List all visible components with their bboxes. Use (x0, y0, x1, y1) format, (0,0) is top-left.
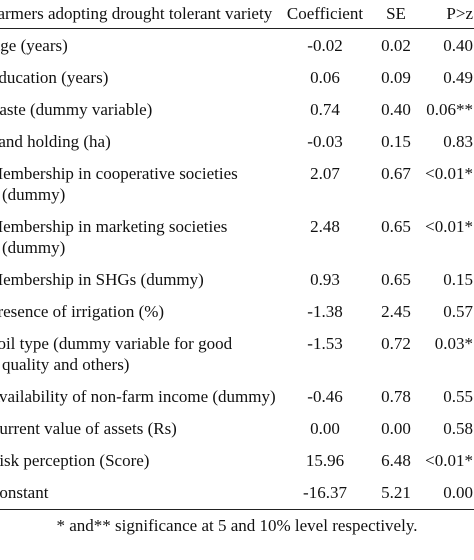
row-p-value: <0.01* (425, 451, 473, 470)
regression-table: Farmers adopting drought tolerant variet… (0, 0, 474, 510)
row-se: 0.40 (381, 100, 411, 119)
table-row: Membership in marketing societies (dummy… (0, 210, 474, 263)
row-p-value: 0.06** (426, 100, 473, 119)
row-coefficient: -0.46 (307, 387, 343, 406)
row-variable: Membership in marketing societies (dummy… (0, 217, 228, 257)
row-p-value: 0.55 (443, 387, 473, 406)
row-coefficient: -16.37 (303, 483, 347, 502)
row-variable: Constant (0, 483, 49, 502)
row-se: 6.48 (381, 451, 411, 470)
row-variable: Risk perception (Score) (0, 451, 150, 470)
row-p-value: 0.58 (443, 419, 473, 438)
row-coefficient: 0.06 (310, 68, 340, 87)
row-variable: Availability of non-farm income (dummy) (0, 387, 276, 406)
row-variable: Education (years) (0, 68, 109, 87)
row-se: 0.02 (381, 36, 411, 55)
table-row: Soil type (dummy variable for good quali… (0, 327, 474, 380)
row-variable: Membership in SHGs (dummy) (0, 270, 204, 289)
table-row: Caste (dummy variable) 0.74 0.40 0.06** (0, 93, 474, 125)
row-variable: Current value of assets (Rs) (0, 419, 177, 438)
row-coefficient: -1.38 (307, 302, 343, 321)
row-se: 0.65 (381, 270, 411, 289)
row-p-value: 0.83 (443, 132, 473, 151)
table-row: Age (years) -0.02 0.02 0.40 (0, 29, 474, 62)
row-p-value: <0.01* (425, 164, 473, 183)
row-se: 2.45 (381, 302, 411, 321)
row-coefficient: 15.96 (305, 451, 345, 470)
row-variable: Land holding (ha) (0, 132, 111, 151)
row-se: 0.72 (381, 334, 411, 353)
row-coefficient: 0.00 (310, 419, 340, 438)
row-se: 0.67 (381, 164, 411, 183)
row-p-value: 0.49 (443, 68, 473, 87)
row-p-value: 0.00 (443, 483, 473, 502)
row-p-value: 0.57 (443, 302, 473, 321)
row-se: 0.15 (381, 132, 411, 151)
table-row: Membership in SHGs (dummy) 0.93 0.65 0.15 (0, 263, 474, 295)
row-coefficient: 0.74 (310, 100, 340, 119)
table-footnote: * and** significance at 5 and 10% level … (56, 516, 418, 535)
row-variable: Presence of irrigation (%) (0, 302, 165, 321)
table-row: Availability of non-farm income (dummy) -… (0, 380, 474, 412)
table-row: Current value of assets (Rs) 0.00 0.00 0.58 (0, 412, 474, 444)
row-coefficient: -0.02 (307, 36, 343, 55)
row-se: 0.00 (381, 419, 411, 438)
row-p-value: 0.03* (434, 334, 473, 353)
table-row: Risk perception (Score) 15.96 6.48 <0.01* (0, 444, 474, 476)
row-p-value: 0.40 (443, 36, 473, 55)
row-variable: Soil type (dummy variable for good quali… (0, 334, 233, 374)
header-variable: Farmers adopting drought tolerant variet… (0, 4, 273, 23)
row-coefficient: 2.07 (310, 164, 340, 183)
table-row: Education (years) 0.06 0.09 0.49 (0, 61, 474, 93)
table-row: Land holding (ha) -0.03 0.15 0.83 (0, 125, 474, 157)
row-se: 0.65 (381, 217, 411, 236)
row-p-value: 0.15 (443, 270, 473, 289)
table-header-row: Farmers adopting drought tolerant variet… (0, 0, 474, 29)
header-p-value: P>z (446, 4, 473, 23)
row-coefficient: 0.93 (310, 270, 340, 289)
row-variable: Membership in cooperative societies (dum… (0, 164, 238, 204)
table-row: Presence of irrigation (%) -1.38 2.45 0.57 (0, 295, 474, 327)
row-se: 0.78 (381, 387, 411, 406)
row-variable: Age (years) (0, 36, 68, 55)
table-body: Age (years) -0.02 0.02 0.40 Education (years… (0, 29, 474, 510)
row-coefficient: -0.03 (307, 132, 343, 151)
table-row: Membership in cooperative societies (dum… (0, 157, 474, 210)
row-p-value: <0.01* (425, 217, 473, 236)
header-coefficient: Coefficient (286, 4, 364, 23)
row-variable: Caste (dummy variable) (0, 100, 153, 119)
row-se: 0.09 (381, 68, 411, 87)
row-se: 5.21 (381, 483, 411, 502)
table-row: Constant -16.37 5.21 0.00 (0, 476, 474, 510)
row-coefficient: -1.53 (307, 334, 343, 353)
header-se: SE (386, 4, 406, 23)
row-coefficient: 2.48 (310, 217, 340, 236)
